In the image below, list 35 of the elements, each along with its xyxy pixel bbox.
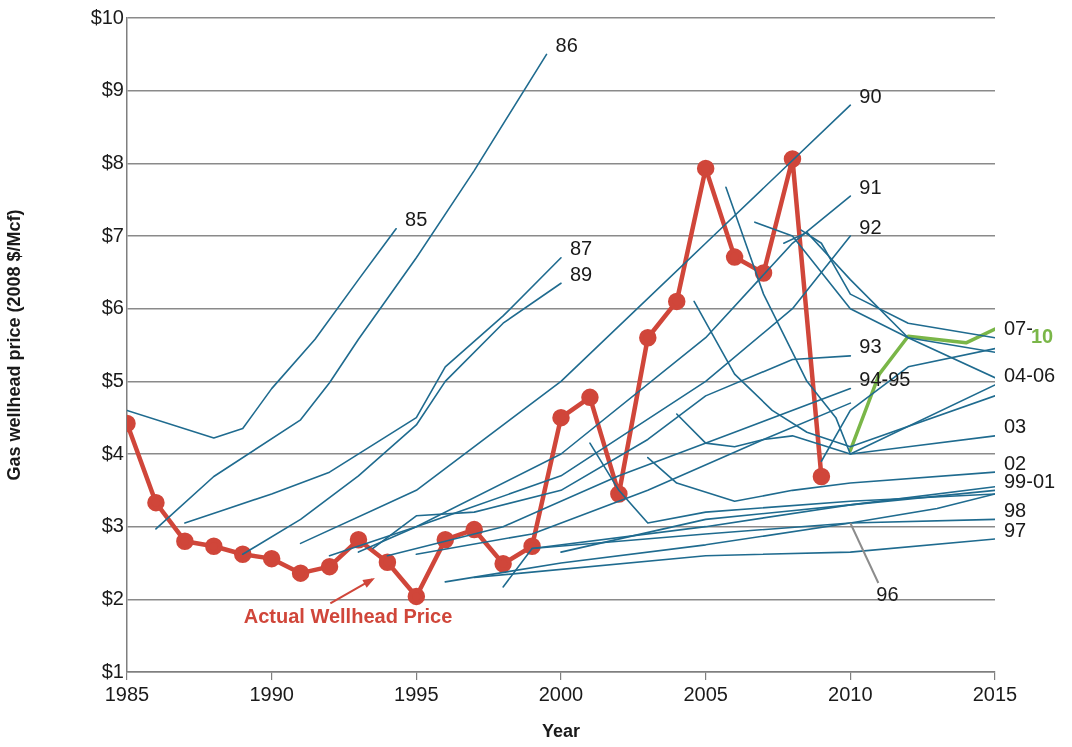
y-tick-label: $4 bbox=[101, 441, 124, 464]
x-tick-label: 2010 bbox=[828, 682, 873, 705]
y-tick-label: $5 bbox=[101, 368, 124, 391]
x-tick-label: 1985 bbox=[104, 682, 150, 705]
legend-label: Actual Wellhead Price bbox=[243, 604, 453, 627]
annotation: 85 bbox=[405, 208, 428, 231]
y-tick-label: $9 bbox=[101, 78, 124, 101]
annotation: 96 bbox=[876, 582, 899, 605]
x-tick-label: 2000 bbox=[538, 682, 584, 705]
annotation: 93 bbox=[859, 335, 882, 358]
annotation: 92 bbox=[859, 215, 882, 238]
y-tick-label: $10 bbox=[90, 5, 124, 28]
annotation: 04-06 bbox=[1004, 364, 1056, 387]
annotation: 97 bbox=[1004, 518, 1027, 541]
x-tick-label: 2005 bbox=[683, 682, 728, 705]
x-tick-label: 1990 bbox=[249, 682, 294, 705]
x-tick-label: 1995 bbox=[394, 682, 439, 705]
y-axis-title: Gas wellhead price (2008 $/Mcf) bbox=[3, 209, 24, 481]
annotation: 89 bbox=[570, 262, 593, 285]
y-tick-label: $3 bbox=[101, 514, 124, 537]
y-tick-label: $7 bbox=[101, 223, 124, 246]
annotation: 03 bbox=[1004, 415, 1027, 438]
annotation: 87 bbox=[570, 237, 593, 260]
y-tick-label: $1 bbox=[101, 659, 124, 682]
annotation: 90 bbox=[859, 84, 882, 107]
annotation: 98 bbox=[1004, 498, 1027, 521]
annotation: 91 bbox=[859, 175, 882, 198]
series-label: 10 bbox=[1031, 324, 1054, 347]
y-tick-label: $6 bbox=[101, 296, 124, 319]
y-tick-label: $8 bbox=[101, 150, 124, 173]
annotation: 07- bbox=[1004, 317, 1033, 340]
x-tick-label: 2015 bbox=[972, 682, 1018, 705]
y-tick-label: $2 bbox=[101, 586, 124, 609]
annotation: 86 bbox=[555, 33, 578, 56]
x-axis-title: Year bbox=[541, 721, 581, 742]
